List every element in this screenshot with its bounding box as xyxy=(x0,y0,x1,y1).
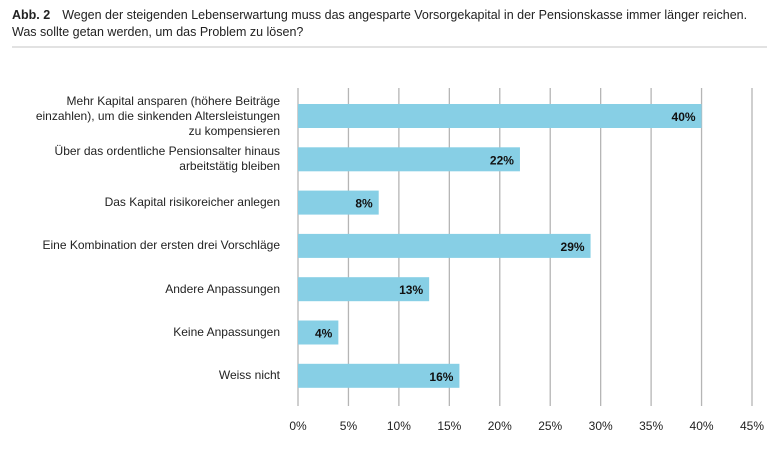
data-label: 4% xyxy=(315,327,333,341)
category-label: Über das ordentliche Pensionsalter hinau… xyxy=(54,144,280,174)
category-label: Andere Anpassungen xyxy=(165,281,280,296)
figure-label: Abb. 2 xyxy=(12,8,51,22)
x-tick-label: 35% xyxy=(639,419,663,433)
category-label: Mehr Kapital ansparen (höhere Beiträge e… xyxy=(35,93,280,138)
data-label: 16% xyxy=(429,370,453,384)
category-label: Weiss nicht xyxy=(218,368,280,383)
bar xyxy=(298,233,591,258)
x-tick-label: 20% xyxy=(488,419,512,433)
category-label: Keine Anpassungen xyxy=(173,325,280,339)
data-label: 8% xyxy=(355,197,373,211)
category-label: Eine Kombination der ersten drei Vorschl… xyxy=(42,238,280,253)
bar xyxy=(298,190,379,215)
x-tick-label: 10% xyxy=(387,419,411,433)
chart-title: Abb. 2 Wegen der steigenden Lebenserwartu… xyxy=(12,7,777,41)
bar xyxy=(298,147,520,172)
data-label: 40% xyxy=(672,110,696,124)
x-tick-label: 25% xyxy=(538,419,562,433)
x-tick-label: 0% xyxy=(289,419,307,433)
bar xyxy=(298,277,430,302)
x-tick-label: 15% xyxy=(437,419,461,433)
title-line-1: Wegen der steigenden Lebenserwartung mus… xyxy=(62,8,748,22)
data-label: 29% xyxy=(561,240,585,254)
bar xyxy=(298,104,702,128)
title-line-2: Was sollte getan werden, um das Problem … xyxy=(12,25,304,39)
x-tick-label: 5% xyxy=(340,419,358,433)
title-separator xyxy=(12,46,767,48)
x-tick-label: 45% xyxy=(740,419,764,433)
data-label: 13% xyxy=(399,283,423,297)
data-label: 22% xyxy=(490,153,514,167)
x-tick-label: 40% xyxy=(690,419,714,433)
bar xyxy=(298,320,339,345)
bar xyxy=(298,363,460,388)
category-label: Das Kapital risikoreicher anlegen xyxy=(104,195,280,210)
x-tick-label: 30% xyxy=(589,419,613,433)
